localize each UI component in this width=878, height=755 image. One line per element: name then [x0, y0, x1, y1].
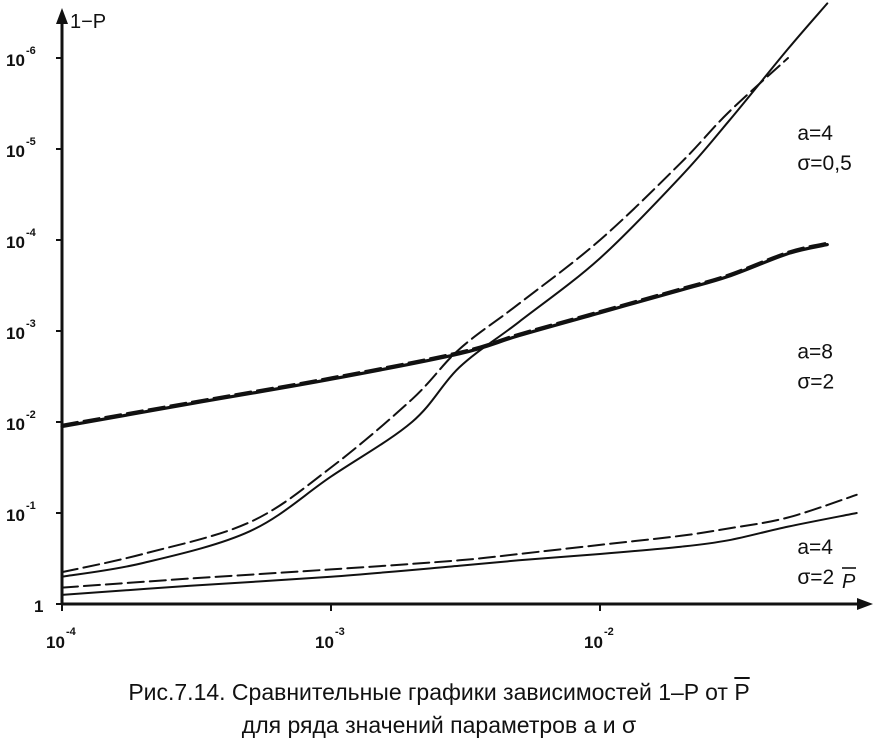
y-tick-label: 10 [6, 51, 25, 70]
y-tick-label: 10 [6, 415, 25, 434]
x-tick-exponent: -4 [66, 626, 77, 638]
annotation-a-value: a=4 [797, 536, 833, 559]
annotations: a=4 σ=0,5 a=8 σ=2 a=4 σ=2 [797, 122, 851, 589]
y-axis-title: 1−P [70, 11, 106, 33]
y-tick-exponent: -2 [26, 409, 36, 421]
y-tick-label: 10 [6, 324, 25, 343]
annotation-a-value: a=8 [797, 340, 833, 363]
caption-line-1-prefix: Рис.7.14. Сравнительные графики зависимо… [128, 679, 735, 705]
curves [60, 2, 858, 596]
annotation-sigma-value: σ=2 [797, 566, 834, 589]
caption-line-1: Рис.7.14. Сравнительные графики зависимо… [0, 676, 878, 709]
annotation-a-value: a=4 [797, 122, 833, 145]
annotation-sigma-value: σ=0,5 [797, 152, 851, 175]
curve-a-8-2-dashed [61, 241, 829, 426]
y-tick-exponent: -3 [26, 318, 36, 330]
y-tick-exponent: -4 [26, 227, 37, 239]
y-tick-label: 10 [6, 233, 25, 252]
y-tick-exponent: -1 [26, 500, 36, 512]
curve-a-4-2-solid [61, 512, 858, 596]
curve-a-8-2-solid [60, 243, 829, 429]
caption-line-2: для ряда значений параметров a и σ [241, 712, 637, 738]
x-tick-label: 10 [315, 633, 334, 652]
y-tick-exponent: -6 [26, 45, 36, 57]
y-tick-label: 10 [6, 506, 25, 525]
curve-a-4-2-dashed [61, 493, 858, 589]
x-tick-label: 10 [584, 633, 603, 652]
x-tick-exponent: -2 [604, 626, 614, 638]
chart: 1−PP 10-410-310-2110-110-210-310-410-510… [6, 2, 873, 652]
figure-caption: Рис.7.14. Сравнительные графики зависимо… [0, 676, 878, 742]
curve-a-4-0-5-solid [61, 2, 829, 578]
y-tick-exponent: -5 [26, 136, 36, 148]
annotation-sigma-value: σ=2 [797, 370, 834, 393]
x-axis-title: P [842, 571, 856, 593]
axes: 1−P P [56, 8, 873, 610]
x-tick-exponent: -3 [335, 626, 345, 638]
x-axis-arrow [857, 598, 873, 610]
x-tick-label: 10 [46, 633, 65, 652]
curve-a-4-0-5-dashed [61, 57, 789, 574]
caption-p-symbol: P [734, 679, 750, 705]
y-axis-arrow [56, 8, 68, 24]
y-tick-label: 10 [6, 142, 25, 161]
y-tick-label: 1 [34, 597, 43, 616]
